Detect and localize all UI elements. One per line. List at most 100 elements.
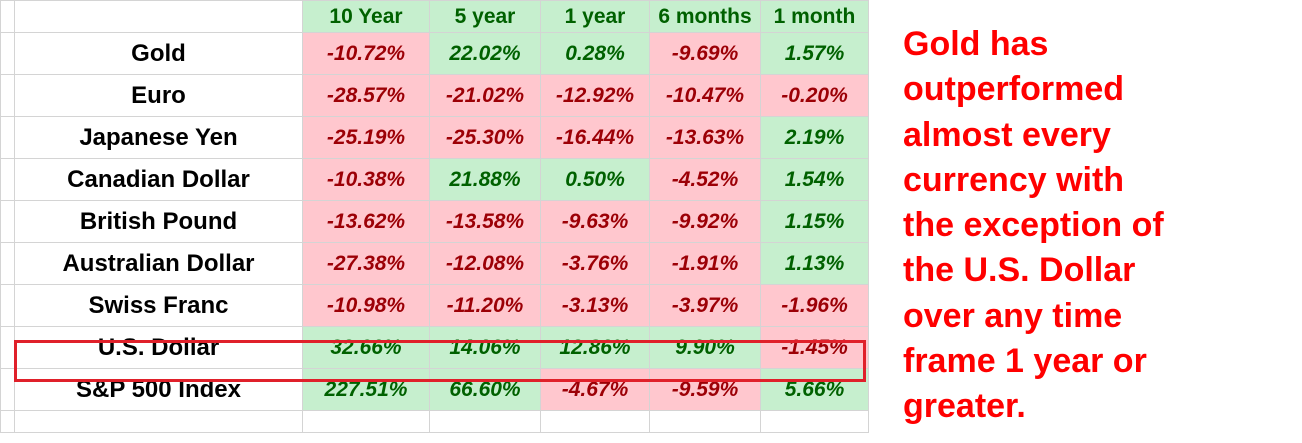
label-column-header <box>14 0 303 33</box>
value-cell-negative: -12.92% <box>540 74 650 117</box>
value-cell-negative: -1.45% <box>760 326 869 369</box>
table-row: Swiss Franc -10.98% -11.20% -3.13% -3.97% -1.… <box>0 284 869 327</box>
row-label: Swiss Franc <box>14 284 303 327</box>
value-cell-positive: 1.57% <box>760 32 869 75</box>
table-row: Gold -10.72% 22.02% 0.28% -9.69% 1.57% <box>0 32 869 75</box>
annotation-text: Gold has outperformed almost every currency… <box>903 22 1298 430</box>
value-cell-positive: 1.54% <box>760 158 869 201</box>
table-row: Australian Dollar -27.38% -12.08% -3.76% -1.… <box>0 242 869 285</box>
value-cell-negative: -9.92% <box>649 200 761 243</box>
table-row: British Pound -13.62% -13.58% -9.63% -9.92% 1… <box>0 200 869 243</box>
row-label: Australian Dollar <box>14 242 303 285</box>
value-cell-positive: 2.19% <box>760 116 869 159</box>
value-cell-positive: 5.66% <box>760 368 869 411</box>
value-cell-negative: -27.38% <box>302 242 430 285</box>
value-cell-negative: -25.30% <box>429 116 541 159</box>
row-gutter <box>0 32 15 75</box>
empty-cell <box>760 410 869 433</box>
row-gutter <box>0 158 15 201</box>
annotation-line: outperformed <box>903 70 1124 109</box>
value-cell-positive: 66.60% <box>429 368 541 411</box>
value-cell-negative: -9.63% <box>540 200 650 243</box>
empty-cell <box>14 410 303 433</box>
row-gutter <box>0 74 15 117</box>
table-row: Japanese Yen -25.19% -25.30% -16.44% -13.63%… <box>0 116 869 159</box>
value-cell-positive: 0.28% <box>540 32 650 75</box>
value-cell-negative: -12.08% <box>429 242 541 285</box>
row-label: Canadian Dollar <box>14 158 303 201</box>
value-cell-negative: -25.19% <box>302 116 430 159</box>
row-label: British Pound <box>14 200 303 243</box>
value-cell-positive: 32.66% <box>302 326 430 369</box>
value-cell-negative: -16.44% <box>540 116 650 159</box>
row-gutter <box>0 326 15 369</box>
performance-table: 10 Year 5 year 1 year 6 months 1 month Gold -1… <box>0 0 869 433</box>
value-cell-negative: -13.58% <box>429 200 541 243</box>
annotation-line: the U.S. Dollar <box>903 251 1136 290</box>
value-cell-negative: -1.91% <box>649 242 761 285</box>
row-label: Euro <box>14 74 303 117</box>
empty-cell <box>302 410 430 433</box>
value-cell-negative: -1.96% <box>760 284 869 327</box>
empty-cell <box>429 410 541 433</box>
value-cell-positive: 12.86% <box>540 326 650 369</box>
row-label: Gold <box>14 32 303 75</box>
header-row: 10 Year 5 year 1 year 6 months 1 month <box>0 0 869 33</box>
value-cell-positive: 9.90% <box>649 326 761 369</box>
value-cell-negative: -11.20% <box>429 284 541 327</box>
table-row: S&P 500 Index 227.51% 66.60% -4.67% -9.59% 5.… <box>0 368 869 411</box>
value-cell-negative: -4.52% <box>649 158 761 201</box>
column-header: 1 month <box>760 0 869 33</box>
row-gutter <box>0 0 15 33</box>
value-cell-negative: -10.72% <box>302 32 430 75</box>
spreadsheet-table: 10 Year 5 year 1 year 6 months 1 month Gold -1… <box>0 0 869 433</box>
value-cell-negative: -13.63% <box>649 116 761 159</box>
value-cell-negative: -10.38% <box>302 158 430 201</box>
annotation-line: currency with <box>903 160 1125 199</box>
value-cell-negative: -4.67% <box>540 368 650 411</box>
value-cell-positive: 21.88% <box>429 158 541 201</box>
table-row: U.S. Dollar 32.66% 14.06% 12.86% 9.90% -1.45% <box>0 326 869 369</box>
value-cell-positive: 1.15% <box>760 200 869 243</box>
annotation-line: greater. <box>903 387 1026 426</box>
empty-row <box>0 410 869 433</box>
annotation-line: the exception of <box>903 206 1164 245</box>
value-cell-negative: -10.98% <box>302 284 430 327</box>
annotation-line: almost every <box>903 115 1111 154</box>
value-cell-negative: -3.76% <box>540 242 650 285</box>
value-cell-negative: -9.69% <box>649 32 761 75</box>
empty-cell <box>649 410 761 433</box>
value-cell-negative: -10.47% <box>649 74 761 117</box>
value-cell-negative: -3.97% <box>649 284 761 327</box>
column-header: 10 Year <box>302 0 430 33</box>
row-label: U.S. Dollar <box>14 326 303 369</box>
value-cell-negative: -3.13% <box>540 284 650 327</box>
value-cell-positive: 14.06% <box>429 326 541 369</box>
annotation-line: over any time <box>903 296 1123 335</box>
value-cell-negative: -0.20% <box>760 74 869 117</box>
annotation-line: Gold has <box>903 25 1049 63</box>
row-label: S&P 500 Index <box>14 368 303 411</box>
value-cell-positive: 1.13% <box>760 242 869 285</box>
column-header: 5 year <box>429 0 541 33</box>
value-cell-negative: -28.57% <box>302 74 430 117</box>
value-cell-positive: 0.50% <box>540 158 650 201</box>
column-header: 6 months <box>649 0 761 33</box>
value-cell-negative: -21.02% <box>429 74 541 117</box>
value-cell-negative: -9.59% <box>649 368 761 411</box>
row-gutter <box>0 200 15 243</box>
table-row: Canadian Dollar -10.38% 21.88% 0.50% -4.52% 1… <box>0 158 869 201</box>
column-header: 1 year <box>540 0 650 33</box>
row-label: Japanese Yen <box>14 116 303 159</box>
value-cell-positive: 227.51% <box>302 368 430 411</box>
row-gutter <box>0 284 15 327</box>
row-gutter <box>0 368 15 411</box>
annotation-line: frame 1 year or <box>903 342 1147 381</box>
empty-cell <box>0 410 15 433</box>
table-row: Euro -28.57% -21.02% -12.92% -10.47% -0.20% <box>0 74 869 117</box>
row-gutter <box>0 242 15 285</box>
value-cell-positive: 22.02% <box>429 32 541 75</box>
row-gutter <box>0 116 15 159</box>
empty-cell <box>540 410 650 433</box>
value-cell-negative: -13.62% <box>302 200 430 243</box>
